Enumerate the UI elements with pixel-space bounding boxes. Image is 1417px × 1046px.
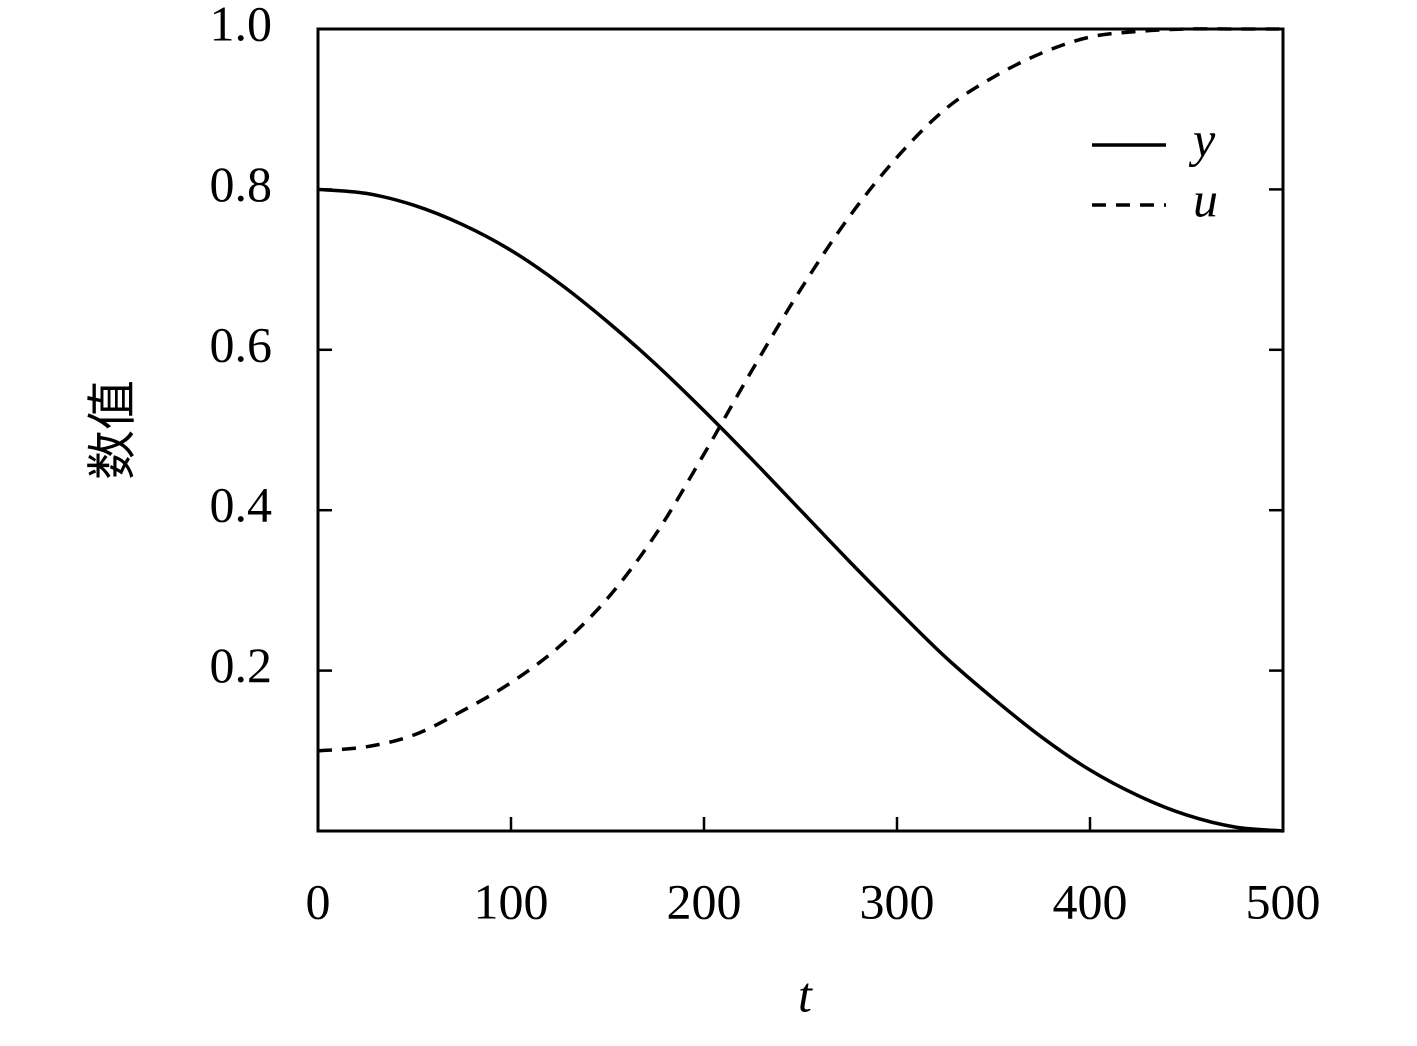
x-tick-label: 0 [306, 873, 331, 929]
y-tick-label: 1.0 [210, 0, 273, 51]
series-line [317, 187, 1284, 833]
y-tick-label: 0.6 [210, 316, 273, 372]
x-tick-label: 200 [667, 873, 742, 929]
x-tick-label: 400 [1053, 873, 1128, 929]
series-line [317, 27, 1283, 753]
x-tick-label: 300 [860, 873, 935, 929]
legend-label: y [1188, 111, 1216, 167]
legend-label: u [1193, 171, 1218, 227]
y-tick-label: 0.8 [210, 156, 273, 212]
y-axis-label: 数值 [84, 380, 140, 480]
y-tick-label: 0.4 [210, 477, 273, 533]
plot-frame [316, 27, 1285, 833]
y-tick-label: 0.2 [210, 637, 273, 693]
x-axis-label: t [798, 966, 813, 1022]
x-tick-label: 500 [1246, 873, 1321, 929]
x-tick-label: 100 [474, 873, 549, 929]
